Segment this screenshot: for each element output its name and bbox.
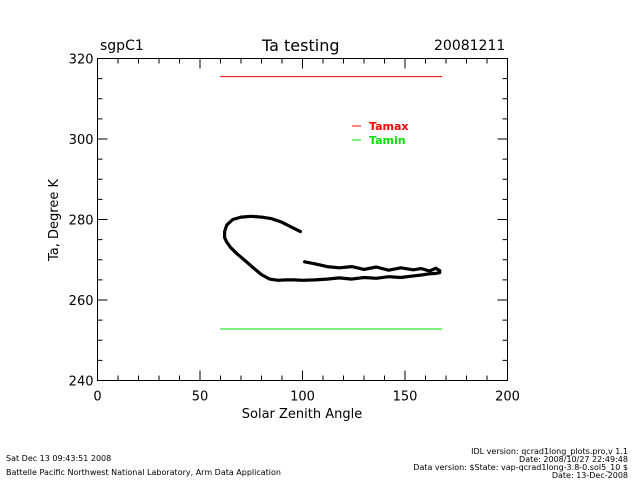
y-tick-label: 280 [69,214,94,229]
data-version: Data version: $State: vap-qcrad1long-3.8… [413,463,628,472]
x-tick-label: 50 [192,390,209,405]
x-tick-label: 150 [393,390,418,405]
x-tick-label: 200 [495,390,520,405]
site-label: sgpC1 [100,38,144,54]
organization-credit: Battelle Pacific Northwest National Labo… [6,468,281,477]
y-tick-label: 240 [69,375,94,390]
x-axis-title: Solar Zenith Angle [242,407,362,422]
plot-frame [97,58,508,381]
legend-label-tamin: Tamin [369,134,406,147]
x-tick-label: 100 [290,390,315,405]
y-tick-label: 260 [69,294,94,309]
y-axis-title: Ta, Degree K [47,179,62,262]
chart-title: Ta testing [262,36,340,55]
ta-data-line [303,260,442,273]
x-tick-label: 0 [93,390,101,405]
y-tick-label: 300 [69,133,94,148]
ta-data-line [223,214,442,282]
data-date: Date: 13-Dec-2008 [551,471,628,480]
code-date: Date: 2008/10/27 22:49:48 [519,455,628,464]
y-tick-label: 320 [69,53,94,68]
version-block: IDL version: qcrad1long_plots.pro,v 1.1 … [413,448,628,480]
legend-label-tamax: Tamax [369,120,409,133]
date-label: 20081211 [434,38,506,54]
run-timestamp: Sat Dec 13 09:43:51 2008 [6,454,112,463]
idl-version: IDL version: qcrad1long_plots.pro,v 1.1 [471,447,628,456]
